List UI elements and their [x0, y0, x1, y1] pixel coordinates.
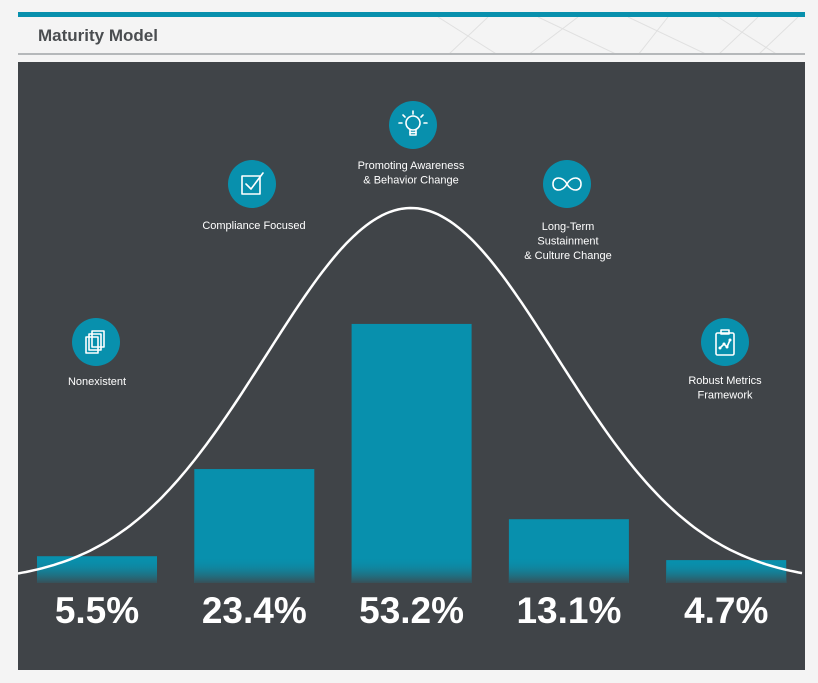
stage-label: Promoting Awareness [358, 160, 465, 172]
stage-label: Long-Term [542, 221, 595, 233]
stage-label: Nonexistent [68, 376, 126, 388]
bar-group [508, 519, 629, 583]
stage-label: & Behavior Change [363, 175, 458, 187]
icon-badge [72, 318, 120, 366]
icon-badge [228, 160, 276, 208]
checkbox-icon [228, 160, 276, 208]
stage-label: Framework [697, 390, 753, 402]
bar-group [666, 560, 787, 583]
maturity-chart: Nonexistent Compliance Focused Promoting A… [18, 101, 803, 631]
infinity-icon [543, 160, 591, 208]
stage-label: & Culture Change [524, 250, 611, 262]
value-label: 13.1% [516, 590, 621, 631]
stage-label: Sustainment [537, 236, 598, 248]
bar-shade [194, 557, 315, 583]
bar-group [351, 323, 472, 583]
stage-label: Compliance Focused [202, 220, 305, 232]
stage-label: Robust Metrics [688, 375, 762, 387]
clipboard-chart-icon [701, 318, 749, 366]
bar-group [194, 469, 315, 583]
bar-shade [37, 557, 157, 583]
chart-panel: Nonexistent Compliance Focused Promoting A… [18, 62, 805, 670]
value-label: 4.7% [684, 590, 768, 631]
bar-shade [508, 557, 629, 583]
header-decoration [437, 17, 799, 53]
lightbulb-icon [389, 101, 437, 149]
header: Maturity Model [18, 17, 805, 55]
icon-badge [701, 318, 749, 366]
bar-shade [351, 557, 472, 583]
accent-bar [18, 12, 805, 17]
bar [351, 323, 472, 583]
value-label: 23.4% [202, 590, 307, 631]
bar-shade [666, 560, 787, 583]
bell-curve [18, 206, 803, 575]
page-title: Maturity Model [38, 26, 158, 45]
bar-group [37, 556, 157, 583]
value-label: 5.5% [55, 590, 139, 631]
papers-icon [72, 318, 120, 366]
icon-badge [389, 101, 437, 149]
value-label: 53.2% [359, 590, 464, 631]
